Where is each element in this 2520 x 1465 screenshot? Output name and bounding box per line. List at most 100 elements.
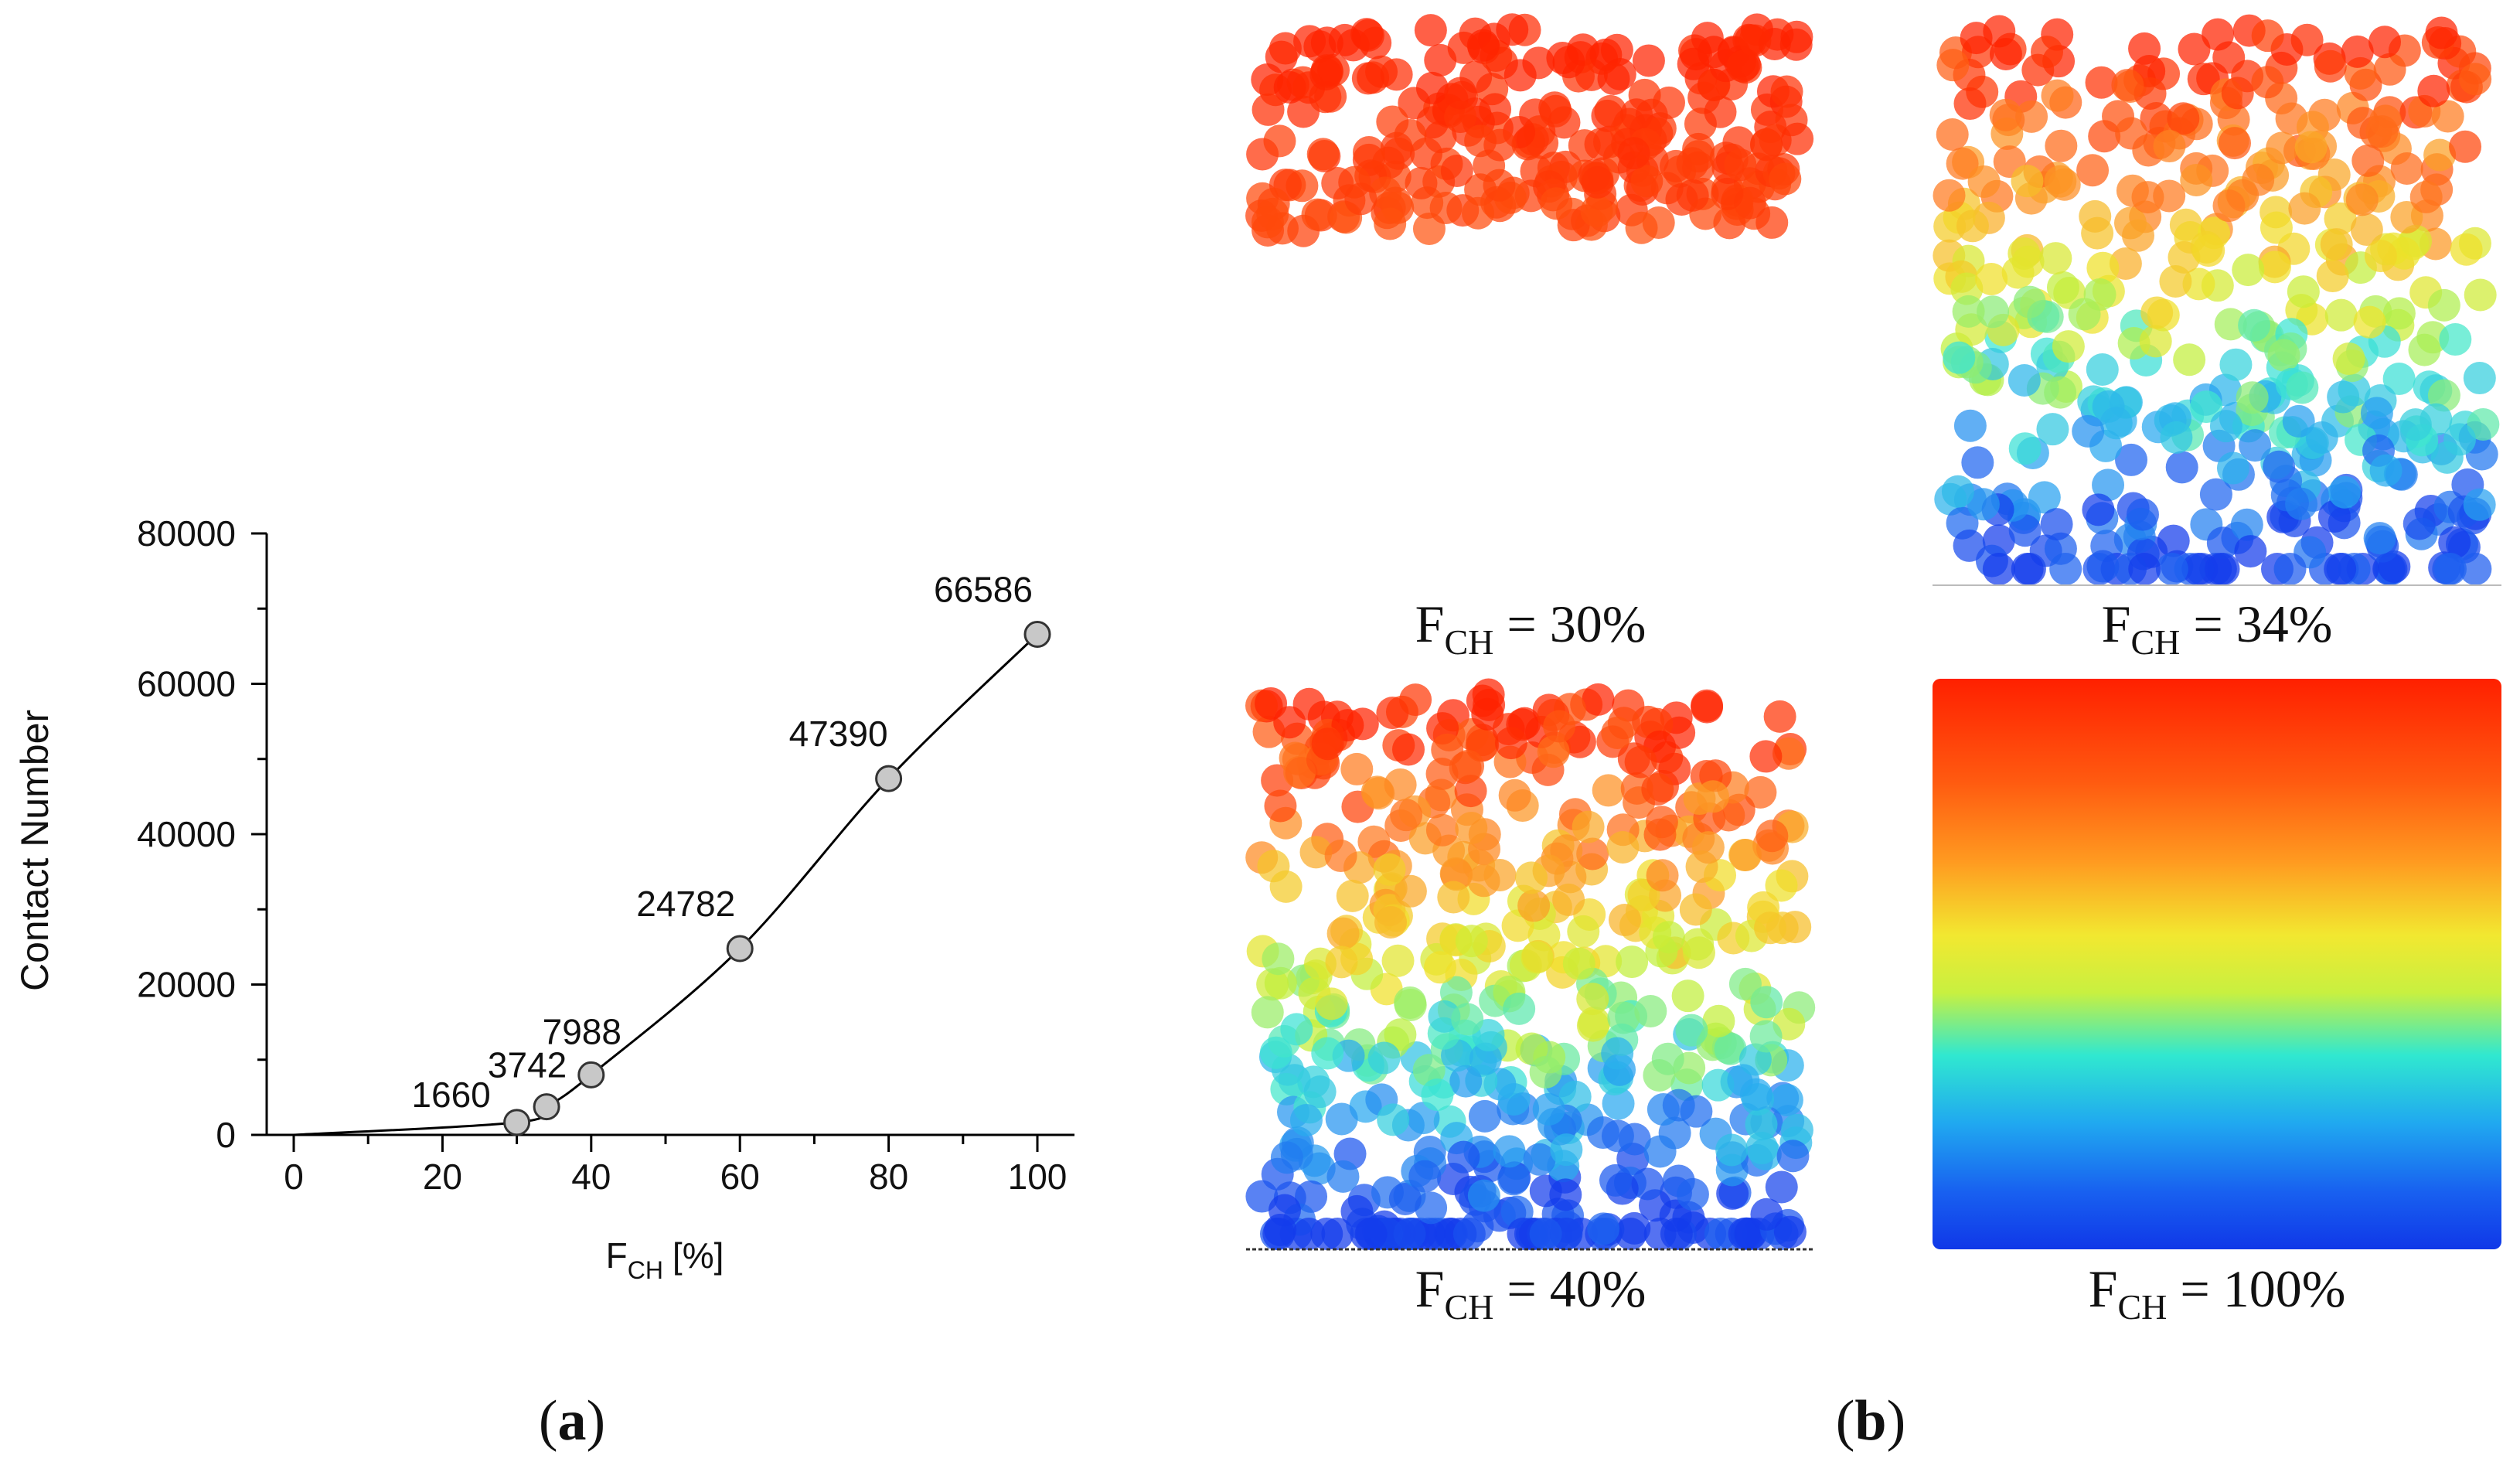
particle <box>1946 147 1979 180</box>
particle <box>2204 553 2237 585</box>
particle <box>2092 468 2125 502</box>
particle <box>1630 165 1664 198</box>
particle <box>1765 869 1798 902</box>
data-label: 1660 <box>411 1075 490 1115</box>
particle <box>1321 166 1354 199</box>
particle <box>1715 1133 1749 1167</box>
particle <box>2046 271 2079 304</box>
particle <box>2181 553 2215 585</box>
particle <box>2155 553 2188 585</box>
particle <box>1503 992 1536 1025</box>
particle <box>1354 1218 1388 1250</box>
particle <box>1425 758 1459 791</box>
particle <box>1462 196 1495 230</box>
particle <box>1634 994 1667 1027</box>
particle <box>2251 66 2284 99</box>
particle <box>1390 799 1423 832</box>
particle <box>1374 207 1407 240</box>
particle <box>1652 921 1685 954</box>
particle <box>1467 1179 1500 1212</box>
particle <box>1977 295 2010 329</box>
particle <box>1552 46 1585 79</box>
particle <box>1975 262 2008 295</box>
particle <box>1324 840 1357 873</box>
particle <box>1599 1163 1633 1197</box>
particle <box>1264 1214 1297 1247</box>
particle <box>2294 131 2328 164</box>
particle <box>2165 451 2198 484</box>
particle <box>1739 1078 1773 1111</box>
particle <box>2369 454 2403 487</box>
particle <box>1967 165 2001 198</box>
particle <box>2040 508 2073 541</box>
particle <box>2433 553 2467 585</box>
particle <box>1602 1087 1635 1120</box>
particle <box>1454 775 1487 808</box>
snapshot-100 <box>1933 679 2501 1249</box>
particle <box>1270 1141 1303 1174</box>
particle <box>1289 1103 1323 1136</box>
particle <box>1493 1135 1526 1168</box>
particle <box>2320 228 2353 261</box>
particle <box>2180 163 2213 196</box>
particle <box>1675 1014 1708 1047</box>
y-tick-label: 20000 <box>137 965 236 1005</box>
particle <box>2328 475 2362 509</box>
particle <box>1617 137 1650 170</box>
particle <box>2439 323 2472 356</box>
particle <box>1728 967 1762 1000</box>
particle <box>2290 23 2324 56</box>
particle <box>2232 254 2265 287</box>
particle <box>2236 381 2269 414</box>
particle <box>2159 265 2192 298</box>
particle <box>1711 177 1744 210</box>
particle <box>1749 1020 1783 1053</box>
particle <box>1936 49 1970 82</box>
particle <box>1552 883 1585 916</box>
caption-30: FCH = 30% <box>1415 595 1647 662</box>
particle <box>2139 325 2172 358</box>
particle <box>1497 1163 1531 1196</box>
particle <box>1496 13 1529 46</box>
particle <box>1728 1218 1761 1250</box>
y-axis-label: Contact Number <box>13 710 56 991</box>
particle <box>1452 749 1485 782</box>
particle <box>1671 980 1704 1013</box>
particle <box>1393 1218 1426 1250</box>
particle <box>2259 211 2293 244</box>
particle <box>2199 478 2232 511</box>
particle <box>2288 192 2321 225</box>
particle <box>1529 1055 1562 1089</box>
particle <box>2214 308 2247 341</box>
particle <box>1956 210 1989 243</box>
particle <box>1601 1119 1634 1153</box>
particle <box>2324 298 2358 332</box>
particle <box>1394 119 1427 152</box>
particle <box>1251 206 1284 239</box>
particle <box>2008 432 2042 465</box>
particle <box>1449 1065 1483 1098</box>
particle <box>1745 1132 1779 1165</box>
data-point <box>503 1109 531 1136</box>
particle <box>1724 148 1757 182</box>
particle <box>1601 1037 1634 1070</box>
particle <box>2044 165 2077 198</box>
particle <box>1765 1170 1798 1204</box>
particle <box>2167 102 2200 135</box>
particle <box>1325 1102 1358 1136</box>
particle <box>1280 1013 1313 1046</box>
particle <box>1651 1042 1684 1075</box>
trend-line <box>293 633 1039 1136</box>
particle <box>1306 138 1340 171</box>
particle <box>1259 1036 1292 1069</box>
particle <box>1384 768 1417 801</box>
particle <box>1359 26 1392 60</box>
particle <box>2011 165 2044 198</box>
particle <box>2192 234 2225 267</box>
particle <box>1943 341 1976 374</box>
particle <box>1620 98 1653 131</box>
snapshot-40 <box>1245 678 1816 1250</box>
particle <box>2332 342 2365 376</box>
particle <box>2316 260 2349 293</box>
